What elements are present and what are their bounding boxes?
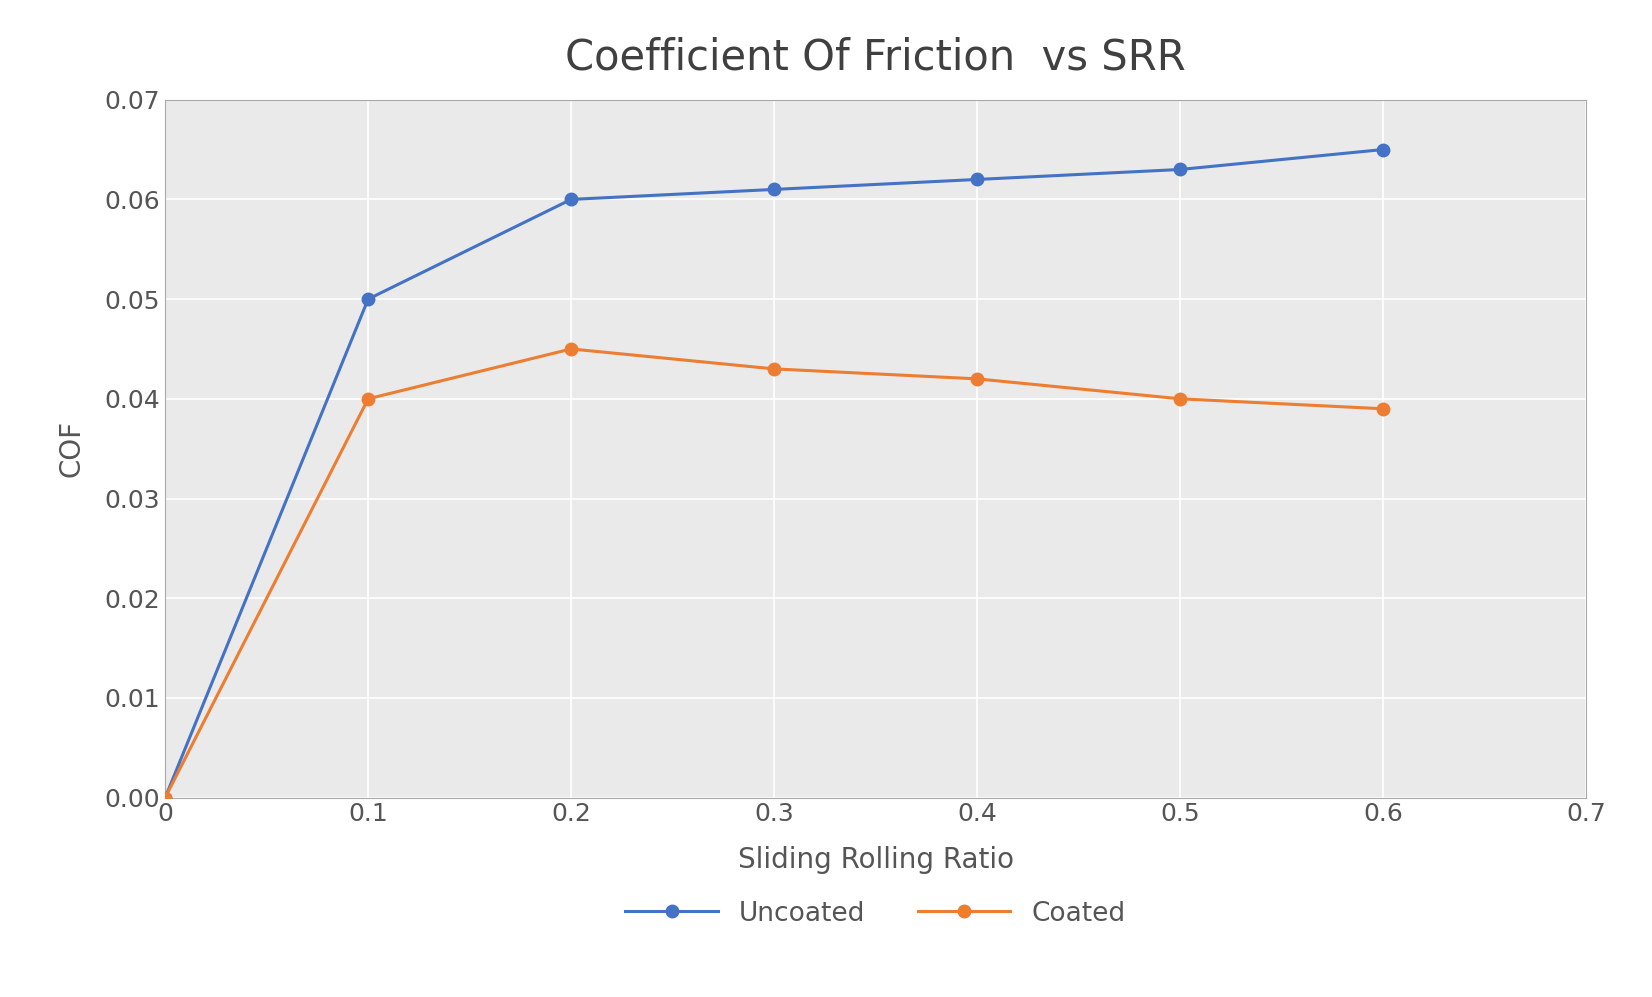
Line: Uncoated: Uncoated: [159, 144, 1389, 804]
Coated: [562, 343, 582, 355]
Coated: [1373, 403, 1393, 415]
Coated: [1170, 393, 1189, 405]
Uncoated: [1170, 164, 1189, 175]
Uncoated: [358, 293, 378, 305]
Coated: [155, 792, 175, 804]
X-axis label: Sliding Rolling Ratio: Sliding Rolling Ratio: [737, 845, 1014, 874]
Legend: Uncoated, Coated: Uncoated, Coated: [615, 890, 1137, 938]
Uncoated: [562, 193, 582, 205]
Coated: [966, 373, 986, 385]
Uncoated: [966, 173, 986, 185]
Uncoated: [765, 183, 785, 195]
Uncoated: [1373, 144, 1393, 156]
Line: Coated: Coated: [159, 343, 1389, 804]
Coated: [765, 363, 785, 375]
Y-axis label: COF: COF: [58, 420, 86, 478]
Uncoated: [155, 792, 175, 804]
Coated: [358, 393, 378, 405]
Title: Coefficient Of Friction  vs SRR: Coefficient Of Friction vs SRR: [565, 36, 1186, 78]
